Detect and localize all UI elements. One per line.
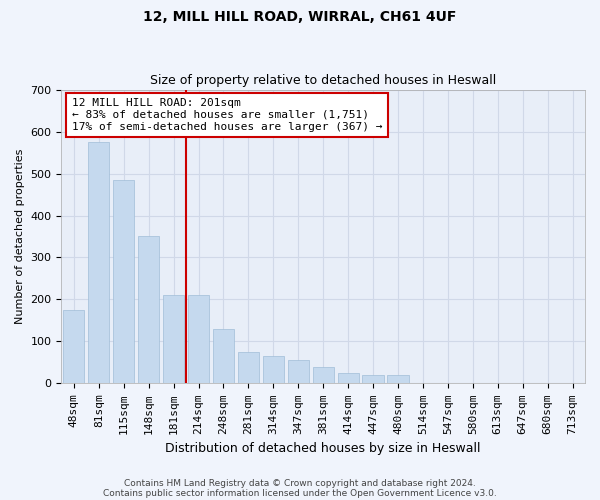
Bar <box>113 180 134 384</box>
Bar <box>388 375 409 384</box>
Bar <box>138 236 159 384</box>
Bar <box>213 329 234 384</box>
Bar <box>338 373 359 384</box>
Bar <box>238 352 259 384</box>
Text: Contains HM Land Registry data © Crown copyright and database right 2024.: Contains HM Land Registry data © Crown c… <box>124 478 476 488</box>
Title: Size of property relative to detached houses in Heswall: Size of property relative to detached ho… <box>150 74 496 87</box>
Bar <box>362 375 383 384</box>
X-axis label: Distribution of detached houses by size in Heswall: Distribution of detached houses by size … <box>166 442 481 455</box>
Text: Contains public sector information licensed under the Open Government Licence v3: Contains public sector information licen… <box>103 488 497 498</box>
Bar <box>287 360 309 384</box>
Text: 12, MILL HILL ROAD, WIRRAL, CH61 4UF: 12, MILL HILL ROAD, WIRRAL, CH61 4UF <box>143 10 457 24</box>
Bar <box>313 366 334 384</box>
Bar <box>263 356 284 384</box>
Text: 12 MILL HILL ROAD: 201sqm
← 83% of detached houses are smaller (1,751)
17% of se: 12 MILL HILL ROAD: 201sqm ← 83% of detac… <box>72 98 382 132</box>
Bar <box>163 296 184 384</box>
Y-axis label: Number of detached properties: Number of detached properties <box>15 149 25 324</box>
Bar <box>188 296 209 384</box>
Bar <box>63 310 85 384</box>
Bar <box>88 142 109 384</box>
